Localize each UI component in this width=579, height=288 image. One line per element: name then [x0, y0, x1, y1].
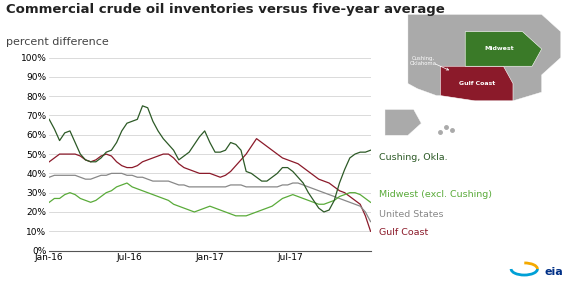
- Text: Cushing,
Oklahoma: Cushing, Oklahoma: [410, 56, 437, 67]
- Polygon shape: [408, 14, 560, 101]
- Text: Cushing, Okla.: Cushing, Okla.: [379, 153, 448, 162]
- Text: Commercial crude oil inventories versus five-year average: Commercial crude oil inventories versus …: [6, 3, 445, 16]
- Polygon shape: [385, 109, 422, 135]
- Polygon shape: [441, 66, 513, 101]
- Text: United States: United States: [379, 210, 444, 219]
- Text: Midwest (excl. Cushing): Midwest (excl. Cushing): [379, 190, 492, 199]
- Text: percent difference: percent difference: [6, 37, 108, 48]
- Text: Gulf Coast: Gulf Coast: [459, 81, 495, 86]
- Polygon shape: [466, 32, 542, 66]
- Text: Gulf Coast: Gulf Coast: [379, 228, 428, 236]
- Text: Midwest: Midwest: [485, 46, 514, 52]
- Text: eia: eia: [545, 268, 563, 277]
